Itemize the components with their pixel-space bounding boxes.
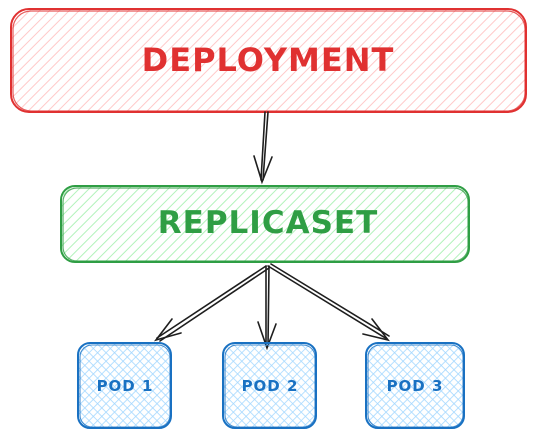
edge-replicaset-pod-1 <box>153 265 270 342</box>
pod-2-label: POD 2 <box>242 377 299 395</box>
pod-3-label: POD 3 <box>387 377 444 395</box>
pod-2-node: POD 2 <box>222 342 317 429</box>
pod-1-label: POD 1 <box>97 377 154 395</box>
pod-3-node: POD 3 <box>365 342 465 429</box>
deployment-label: DEPLOYMENT <box>142 41 395 79</box>
pod-1-node: POD 1 <box>77 342 172 429</box>
replicaset-node: REPLICASET <box>60 185 470 263</box>
edge-replicaset-pod-3 <box>267 263 390 342</box>
replicaset-label: REPLICASET <box>158 205 378 241</box>
edge-deployment-replicaset <box>253 111 273 185</box>
edge-replicaset-pod-2 <box>257 265 277 351</box>
deployment-node: DEPLOYMENT <box>10 8 527 113</box>
